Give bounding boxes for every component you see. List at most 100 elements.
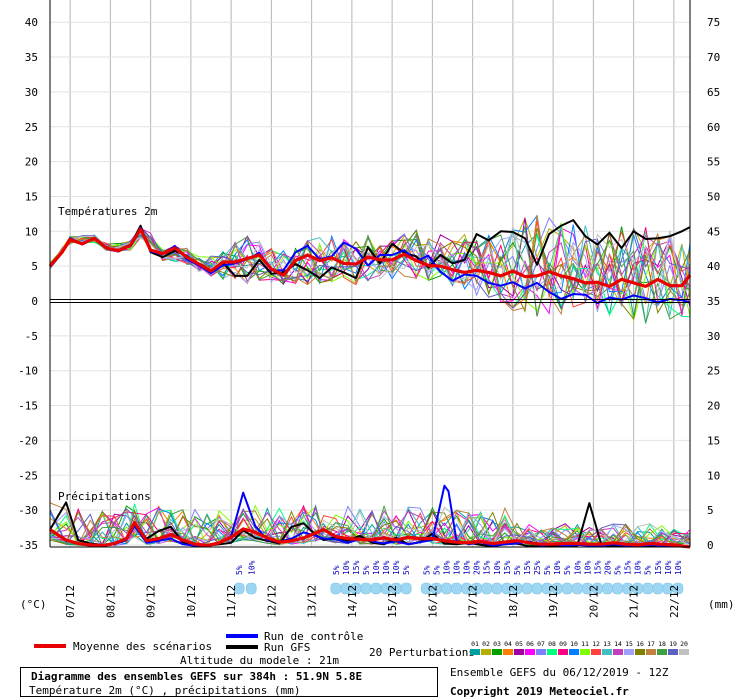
snow-badge-flake [672, 582, 684, 595]
snow-badge: 5% [644, 565, 653, 575]
right-tick-label: 70 [707, 51, 720, 64]
snow-badge: 15% [624, 560, 633, 575]
right-tick-label: 60 [707, 121, 720, 134]
snow-badge: 10% [453, 560, 462, 575]
perturbation-legend-number: 04 [504, 640, 512, 648]
model-altitude: Altitude du modele : 21m [180, 654, 339, 667]
perturbation-legend-swatch [525, 649, 535, 655]
snow-badge: 5% [432, 565, 441, 575]
perturbation-legend-swatch [635, 649, 645, 655]
snow-badge: 10% [247, 560, 256, 575]
precipitation-panel-label: Précipitations [58, 490, 151, 503]
perturbation-legend-number: 03 [493, 640, 501, 648]
snow-badge: 10% [553, 560, 562, 575]
right-tick-label: 50 [707, 190, 720, 203]
snow-badge: 20% [473, 560, 482, 575]
snow-badge: 5% [422, 565, 431, 575]
left-tick-label: 40 [25, 16, 38, 29]
x-tick-label: 22/12 [668, 585, 681, 618]
chart-title: Diagramme des ensembles GEFS sur 384h : … [31, 670, 363, 683]
x-tick-label: 17/12 [467, 585, 480, 618]
snow-badge-flake [571, 582, 583, 595]
x-tick-label: 19/12 [547, 585, 560, 618]
perturbation-legend-swatch [569, 649, 579, 655]
snow-badge: 15% [593, 560, 602, 575]
snow-badge: 5% [402, 565, 411, 575]
perturbation-legend-number: 09 [559, 640, 567, 648]
perturbation-legend-swatch [646, 649, 656, 655]
perturbation-legend-number: 15 [625, 640, 633, 648]
perturbation-legend-number: 18 [658, 640, 666, 648]
snow-badge: 10% [664, 560, 673, 575]
snow-badge: 10% [342, 560, 351, 575]
perturbation-legend-swatch [492, 649, 502, 655]
snow-badge: 5% [362, 565, 371, 575]
snow-badge: 15% [352, 560, 361, 575]
snow-badge: 25% [533, 560, 542, 575]
perturbation-legend-swatch [558, 649, 568, 655]
right-tick-label: 45 [707, 225, 720, 238]
x-tick-label: 18/12 [507, 585, 520, 618]
right-tick-label: 25 [707, 365, 720, 378]
x-tick-label: 20/12 [587, 585, 600, 618]
perturbation-legend-number: 19 [669, 640, 677, 648]
perturbation-legend-swatch [470, 649, 480, 655]
snow-badge: 15% [523, 560, 532, 575]
snow-badge: 5% [513, 565, 522, 575]
chart-subtitle: Température 2m (°C) , précipitations (mm… [29, 684, 301, 697]
right-tick-label: 10 [707, 469, 720, 482]
perturbation-legend-number: 01 [471, 640, 479, 648]
ensemble-run-label: Ensemble GEFS du 06/12/2019 - 12Z [450, 666, 669, 679]
snow-badge: 10% [442, 560, 451, 575]
left-tick-label: -20 [18, 434, 38, 447]
right-tick-label: 0 [707, 539, 714, 552]
perturbation-legend-number: 07 [537, 640, 545, 648]
perturbation-16-temperature-line [49, 227, 691, 320]
left-tick-label: 5 [31, 260, 38, 273]
right-tick-label: 75 [707, 16, 720, 29]
snow-badge: 10% [583, 560, 592, 575]
snow-badge: 5% [332, 565, 341, 575]
x-tick-label: 15/12 [386, 585, 399, 618]
snow-badge: 15% [483, 560, 492, 575]
temperature-panel-label: Températures 2m [58, 205, 158, 218]
snow-badge: 10% [372, 560, 381, 575]
x-tick-label: 07/12 [64, 585, 77, 618]
snow-badge-flake [521, 582, 533, 595]
perturbation-18-temperature-line [49, 226, 691, 323]
left-tick-label: -10 [18, 365, 38, 378]
left-tick-label: 35 [25, 51, 38, 64]
tick-labels: 07/12 08/12 09/12 10/12 11/12 12/12 13/12 14/12… [18, 16, 734, 618]
snow-badge: 20% [603, 560, 612, 575]
left-tick-label: 25 [25, 121, 38, 134]
snow-badge: 5% [235, 565, 244, 575]
left-tick-label: -30 [18, 504, 38, 517]
snow-badge: 10% [382, 560, 391, 575]
perturbation-legend-number: 02 [482, 640, 490, 648]
left-tick-label: 15 [25, 190, 38, 203]
left-tick-label: -35 [18, 539, 38, 552]
perturbation-legend-number: 06 [526, 640, 534, 648]
snow-badge: 15% [654, 560, 663, 575]
perturbation-legend-number: 10 [570, 640, 578, 648]
x-tick-label: 10/12 [185, 585, 198, 618]
perturbation-legend-swatch [679, 649, 689, 655]
perturbation-legend-number: 11 [581, 640, 589, 648]
snow-badge-flake [400, 582, 412, 595]
x-tick-label: 14/12 [346, 585, 359, 618]
mean-temperature-line [48, 227, 692, 288]
snow-badge-flake [602, 582, 613, 595]
perturbation-legend-swatch [547, 649, 557, 655]
perturbation-legend-swatch [503, 649, 513, 655]
perturbation-legend-swatch [613, 649, 623, 655]
legend: Moyenne des scénarios Run de contrôleRun … [34, 630, 689, 659]
info-box: Diagramme des ensembles GEFS sur 384h : … [20, 667, 438, 697]
left-tick-label: 0 [31, 295, 38, 308]
left-tick-label: -15 [18, 400, 38, 413]
right-tick-label: 30 [707, 330, 720, 343]
right-tick-label: 65 [707, 86, 720, 99]
snow-badge: 5% [563, 565, 572, 575]
perturbation-legend-number: 13 [603, 640, 611, 648]
right-tick-label: 20 [707, 400, 720, 413]
